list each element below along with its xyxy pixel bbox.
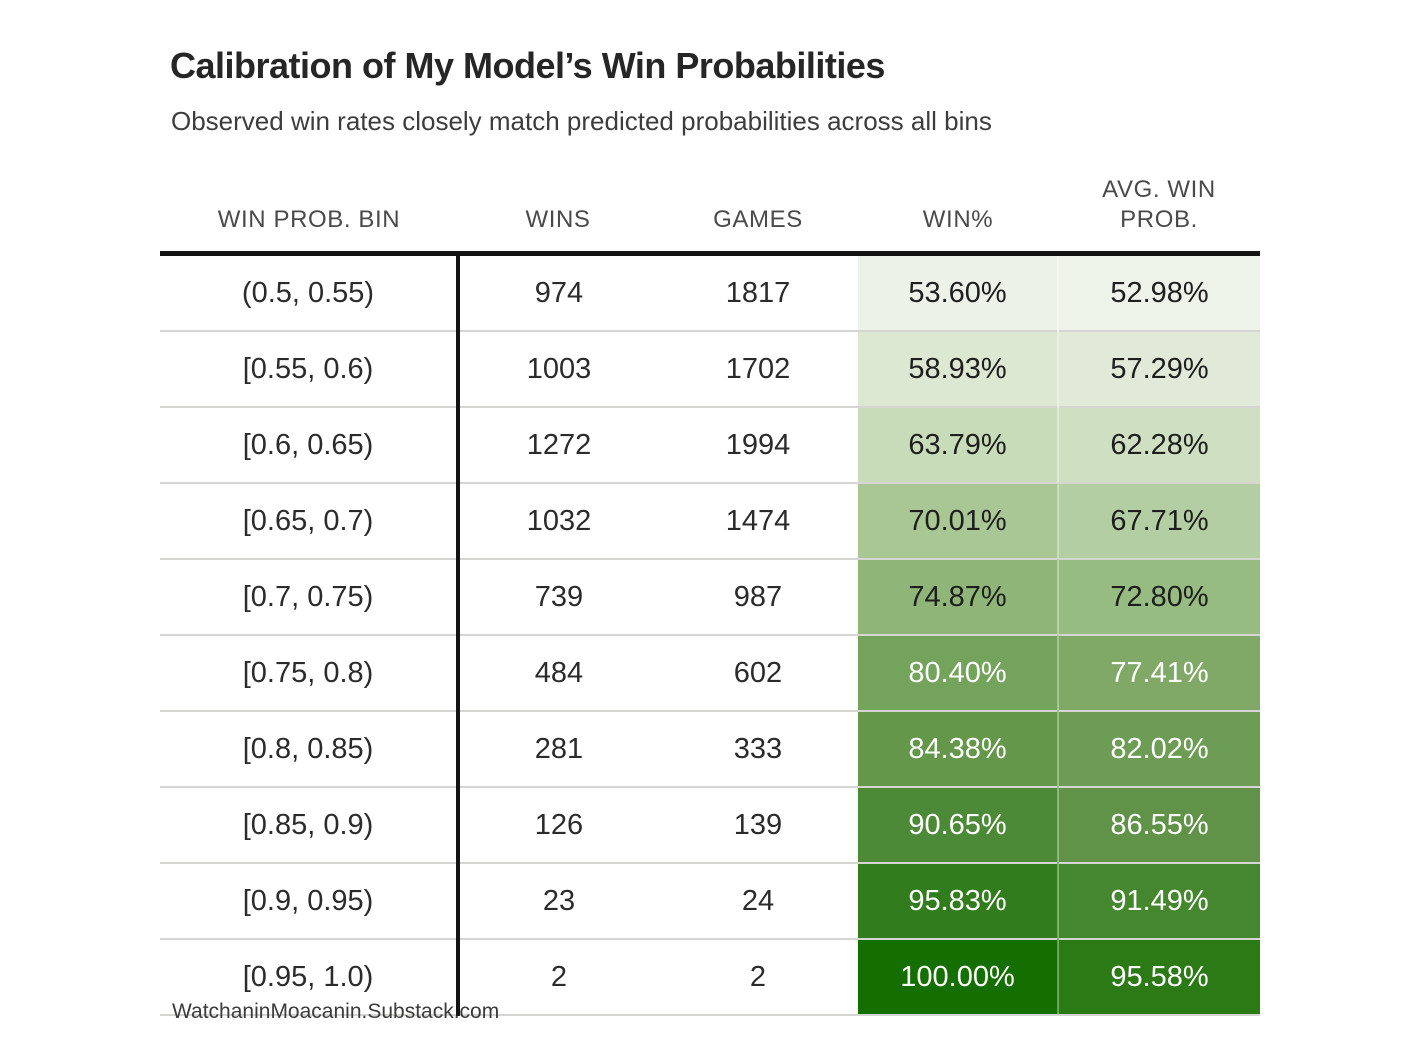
column-header-win-prob-bin: WIN PROB. BIN [160,155,458,256]
avg-win-prob-cell: 82.02% [1057,710,1260,787]
chart-subtitle: Observed win rates closely match predict… [171,106,992,136]
table-row: [0.7, 0.75) 739 987 74.87% 72.80% [160,558,1260,635]
column-divider-tick [456,978,460,985]
bin-cell: [0.9, 0.95) [160,862,460,939]
wins-cell: 126 [458,786,658,863]
column-header-games: GAMES [658,155,858,256]
table-row: (0.5, 0.55) 974 1817 53.60% 52.98% [160,253,1260,331]
avg-win-prob-cell: 52.98% [1057,253,1260,331]
win-pct-cell: 53.60% [858,253,1058,331]
avg-win-prob-cell: 86.55% [1057,786,1260,863]
column-header-wins: WINS [458,155,658,256]
games-cell: 602 [658,634,858,711]
avg-win-prob-cell: 91.49% [1057,862,1260,939]
table-row: [0.85, 0.9) 126 139 90.65% 86.55% [160,786,1260,863]
wins-cell: 739 [458,558,658,635]
bin-cell: [0.75, 0.8) [160,634,460,711]
chart-title: Calibration of My Model’s Win Probabilit… [170,45,885,86]
wins-cell: 1032 [458,482,658,559]
bin-cell: [0.6, 0.65) [160,406,460,483]
table-row: [0.6, 0.65) 1272 1994 63.79% 62.28% [160,406,1260,483]
wins-cell: 974 [458,253,658,331]
win-pct-cell: 74.87% [858,558,1058,635]
win-pct-cell: 95.83% [858,862,1058,939]
games-cell: 1817 [658,253,858,331]
source-attribution: WatchaninMoacanin.Substack.com [172,1000,500,1023]
wins-cell: 281 [458,710,658,787]
win-pct-cell: 100.00% [858,938,1058,1016]
wins-cell: 484 [458,634,658,711]
win-pct-cell: 84.38% [858,710,1058,787]
games-cell: 24 [658,862,858,939]
games-cell: 1474 [658,482,858,559]
table-row: [0.65, 0.7) 1032 1474 70.01% 67.71% [160,482,1260,559]
column-header-win-pct: WIN% [858,155,1058,256]
win-pct-cell: 80.40% [858,634,1058,711]
avg-win-prob-cell: 57.29% [1057,330,1260,407]
table-row: [0.9, 0.95) 23 24 95.83% 91.49% [160,862,1260,939]
win-pct-cell: 58.93% [858,330,1058,407]
games-cell: 2 [658,938,858,1016]
bin-cell: [0.95, 1.0) [160,938,460,1016]
avg-win-prob-cell: 72.80% [1057,558,1260,635]
bin-cell: [0.85, 0.9) [160,786,460,863]
table-row: [0.8, 0.85) 281 333 84.38% 82.02% [160,710,1260,787]
avg-win-prob-cell: 62.28% [1057,406,1260,483]
calibration-table: WIN PROB. BIN WINS GAMES WIN% AVG. WIN P… [160,155,1260,1016]
wins-cell: 1003 [458,330,658,407]
avg-win-prob-cell: 95.58% [1057,938,1260,1016]
wins-cell: 1272 [458,406,658,483]
bin-cell: [0.65, 0.7) [160,482,460,559]
games-cell: 1702 [658,330,858,407]
table-row: [0.75, 0.8) 484 602 80.40% 77.41% [160,634,1260,711]
games-cell: 1994 [658,406,858,483]
win-pct-cell: 90.65% [858,786,1058,863]
table-row: [0.55, 0.6) 1003 1702 58.93% 57.29% [160,330,1260,407]
avg-win-prob-cell: 67.71% [1057,482,1260,559]
win-pct-cell: 63.79% [858,406,1058,483]
wins-cell: 2 [458,938,658,1016]
bin-cell: [0.7, 0.75) [160,558,460,635]
games-cell: 987 [658,558,858,635]
wins-cell: 23 [458,862,658,939]
table-row: [0.95, 1.0) 2 2 100.00% 95.58% [160,938,1260,1016]
bin-cell: (0.5, 0.55) [160,253,460,331]
bin-cell: [0.8, 0.85) [160,710,460,787]
games-cell: 139 [658,786,858,863]
games-cell: 333 [658,710,858,787]
column-header-avg-win-prob: AVG. WIN PROB. [1058,155,1260,256]
header-row: WIN PROB. BIN WINS GAMES WIN% AVG. WIN P… [160,155,1260,256]
avg-win-prob-cell: 77.41% [1057,634,1260,711]
table-body: (0.5, 0.55) 974 1817 53.60% 52.98% [0.55… [160,253,1260,1016]
table-header: WIN PROB. BIN WINS GAMES WIN% AVG. WIN P… [160,155,1260,256]
bin-cell: [0.55, 0.6) [160,330,460,407]
win-pct-cell: 70.01% [858,482,1058,559]
